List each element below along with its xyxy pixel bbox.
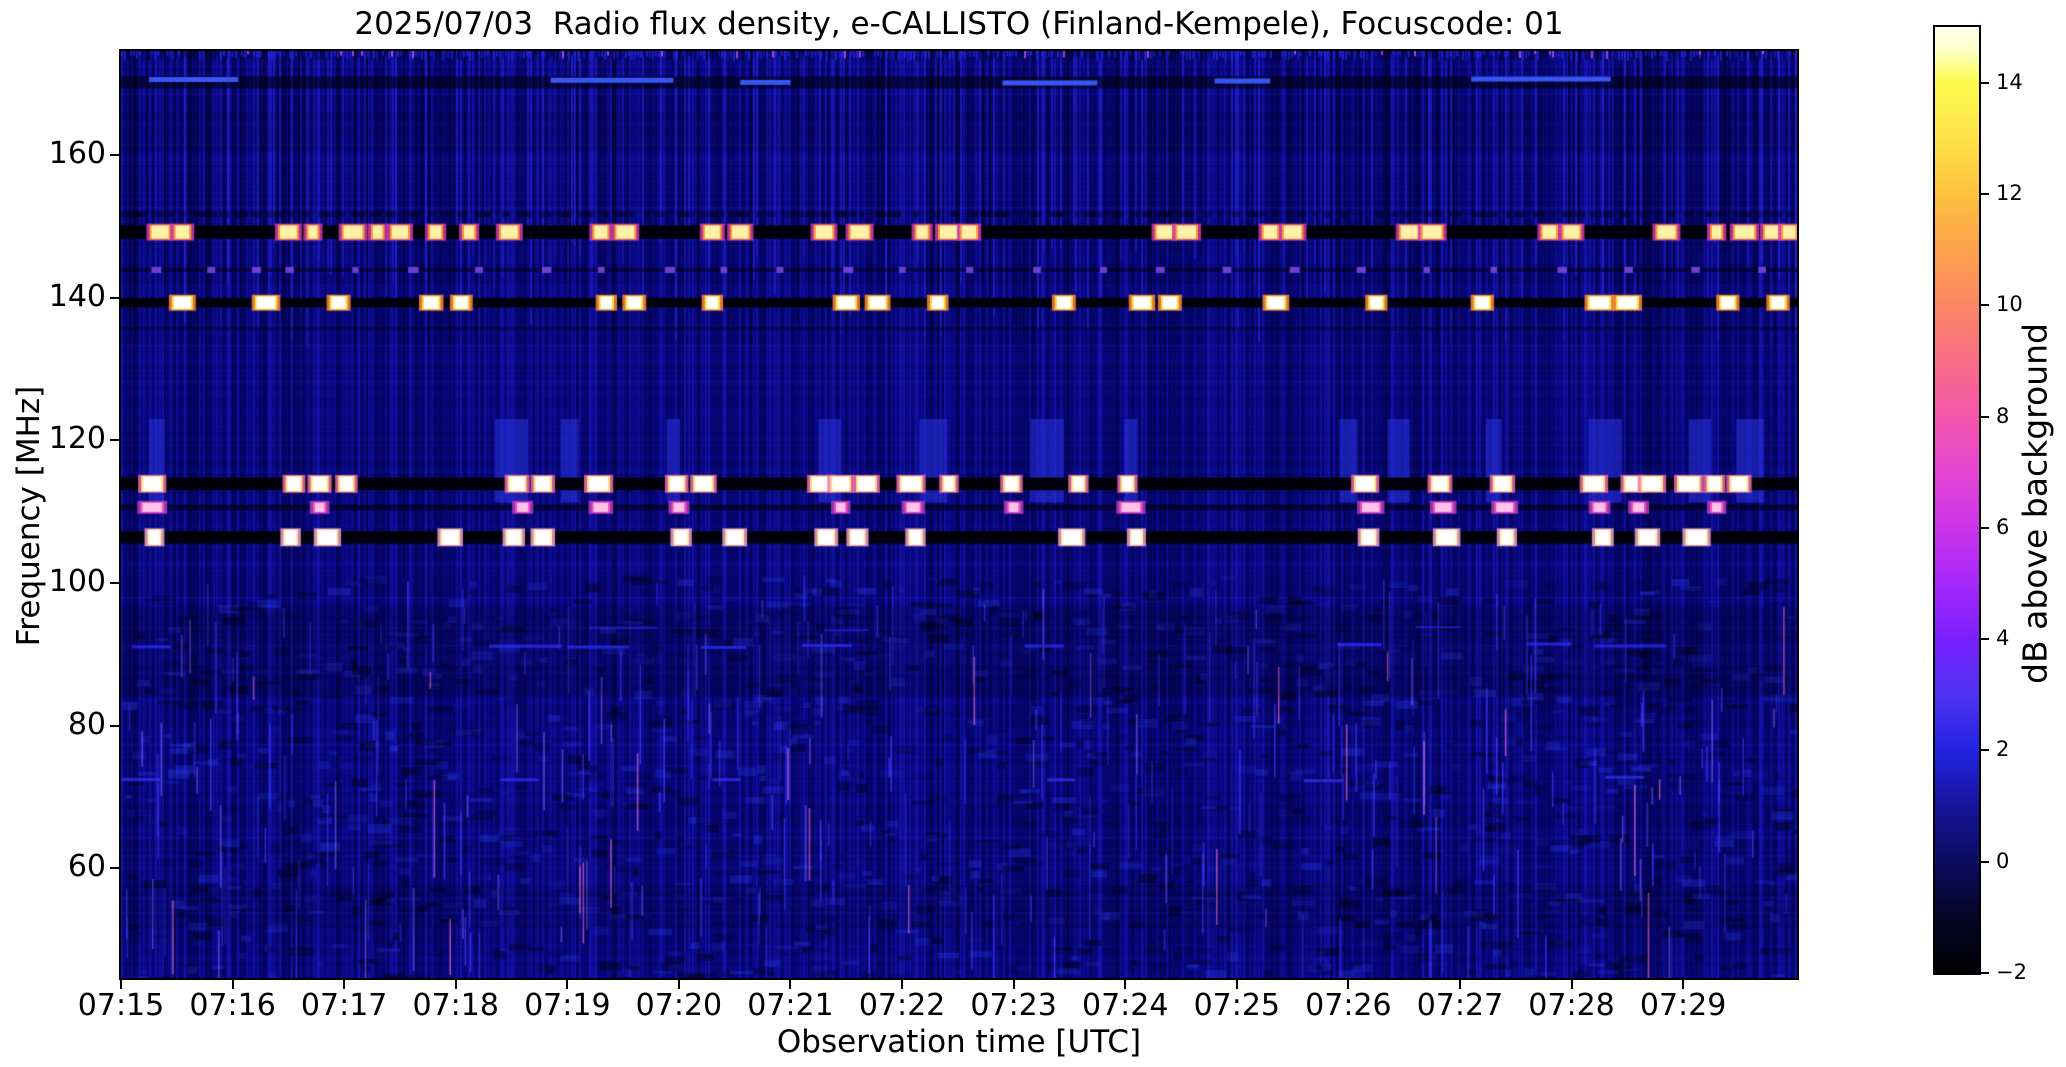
colorbar-tick-label: 4 [1996,626,2010,651]
x-tick-label: 07:19 [524,988,611,1023]
colorbar-tick-mark [1981,192,1989,195]
y-tick-mark [110,154,119,157]
x-tick-label: 07:21 [747,988,834,1023]
y-tick-mark [110,439,119,442]
y-tick-label: 100 [48,563,106,599]
x-tick-label: 07:20 [635,988,723,1023]
y-tick-mark [110,581,119,584]
x-tick-mark [1012,980,1015,989]
x-tick-mark [343,980,346,989]
x-tick-mark [1124,980,1127,989]
colorbar-tick-label: −2 [1996,960,2027,984]
colorbar-tick-label: 12 [1996,180,2023,205]
x-tick-mark [231,980,234,989]
x-tick-mark [1235,980,1238,989]
x-tick-mark [454,980,457,989]
x-tick-mark [1570,980,1573,989]
colorbar-tick-mark [1981,526,1989,529]
x-tick-mark [120,980,122,989]
y-tick-label: 160 [48,136,106,172]
x-tick-label: 07:23 [970,988,1057,1023]
colorbar-tick-label: 10 [1996,292,2023,317]
x-axis-label: Observation time [UTC] [776,1024,1142,1060]
x-tick-label: 07:17 [300,988,388,1023]
colorbar-tick-mark [1981,415,1989,418]
x-tick-label: 07:22 [858,988,946,1023]
x-tick-mark [901,980,904,989]
x-tick-label: 07:18 [412,988,499,1023]
colorbar-tick-mark [1981,972,1989,974]
y-tick-label: 60 [67,849,106,885]
y-tick-mark [110,296,119,299]
spectrogram-canvas [121,51,1797,978]
colorbar-tick-mark [1981,638,1989,641]
y-tick-label: 120 [48,421,106,457]
colorbar-tick-mark [1981,860,1989,863]
x-tick-label: 07:16 [189,988,276,1023]
colorbar [1933,25,1981,975]
x-tick-label: 07:26 [1305,988,1392,1023]
x-tick-mark [1347,980,1350,989]
x-tick-mark [566,980,569,989]
colorbar-tick-label: 14 [1996,69,2023,94]
x-tick-label: 07:25 [1193,988,1281,1023]
x-tick-mark [677,980,680,989]
y-tick-label: 80 [67,706,106,742]
colorbar-tick-label: 0 [1996,848,2010,873]
x-tick-label: 07:29 [1639,988,1727,1023]
colorbar-tick-mark [1981,81,1989,84]
y-tick-mark [110,724,119,727]
x-tick-mark [1458,980,1461,989]
chart-title: 2025/07/03 Radio flux density, e-CALLIST… [354,6,1564,42]
colorbar-tick-mark [1981,749,1989,752]
x-tick-label: 07:24 [1081,988,1169,1023]
colorbar-tick-mark [1981,304,1989,307]
colorbar-tick-label: 6 [1996,514,2010,539]
plot-area [119,49,1799,980]
x-tick-label: 07:15 [77,988,165,1023]
colorbar-label: dB above background [2015,323,2055,684]
x-tick-label: 07:27 [1416,988,1504,1023]
y-axis-label: Frequency [MHz] [11,385,47,647]
x-tick-label: 07:28 [1528,988,1615,1023]
y-tick-mark [110,867,119,870]
x-tick-mark [1682,980,1685,989]
colorbar-tick-label: 8 [1996,403,2010,428]
x-tick-mark [789,980,792,989]
y-tick-label: 140 [48,278,106,314]
colorbar-tick-label: 2 [1996,737,2010,762]
